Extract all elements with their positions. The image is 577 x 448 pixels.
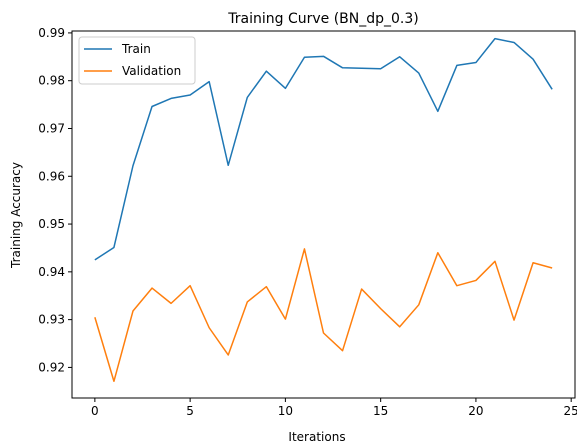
y-tick-label: 0.97 [38, 121, 65, 135]
plot-frame [71, 30, 576, 399]
validation-series-line [94, 248, 553, 383]
y-tick-label: 0.93 [38, 313, 65, 327]
x-tick-label: 0 [91, 404, 99, 418]
x-tick-label: 5 [186, 404, 194, 418]
x-axis-ticks: 0 5 10 15 20 25 [91, 398, 577, 418]
chart-title: Training Curve (BN_dp_0.3) [227, 11, 418, 27]
y-tick-label: 0.99 [38, 26, 65, 40]
legend-validation-label: Validation [122, 64, 181, 78]
train-series-line [94, 37, 553, 261]
series-lines [94, 37, 553, 383]
x-tick-label: 15 [373, 404, 388, 418]
x-tick-label: 20 [468, 404, 483, 418]
plot-area [72, 31, 575, 398]
y-axis-label: Training Accuracy [9, 162, 23, 269]
legend: Train Validation [78, 36, 196, 85]
x-tick-label: 10 [278, 404, 293, 418]
y-tick-label: 0.98 [38, 74, 65, 88]
y-axis-ticks: 0.92 0.93 0.94 0.95 0.96 0.97 0.98 0.99 [38, 26, 72, 374]
y-tick-label: 0.95 [38, 217, 65, 231]
y-tick-label: 0.96 [38, 169, 65, 183]
x-axis-label: Iterations [288, 430, 345, 444]
x-tick-label: 25 [564, 404, 577, 418]
y-tick-label: 0.92 [38, 360, 65, 374]
legend-train-label: Train [121, 42, 151, 56]
y-tick-label: 0.94 [38, 265, 65, 279]
